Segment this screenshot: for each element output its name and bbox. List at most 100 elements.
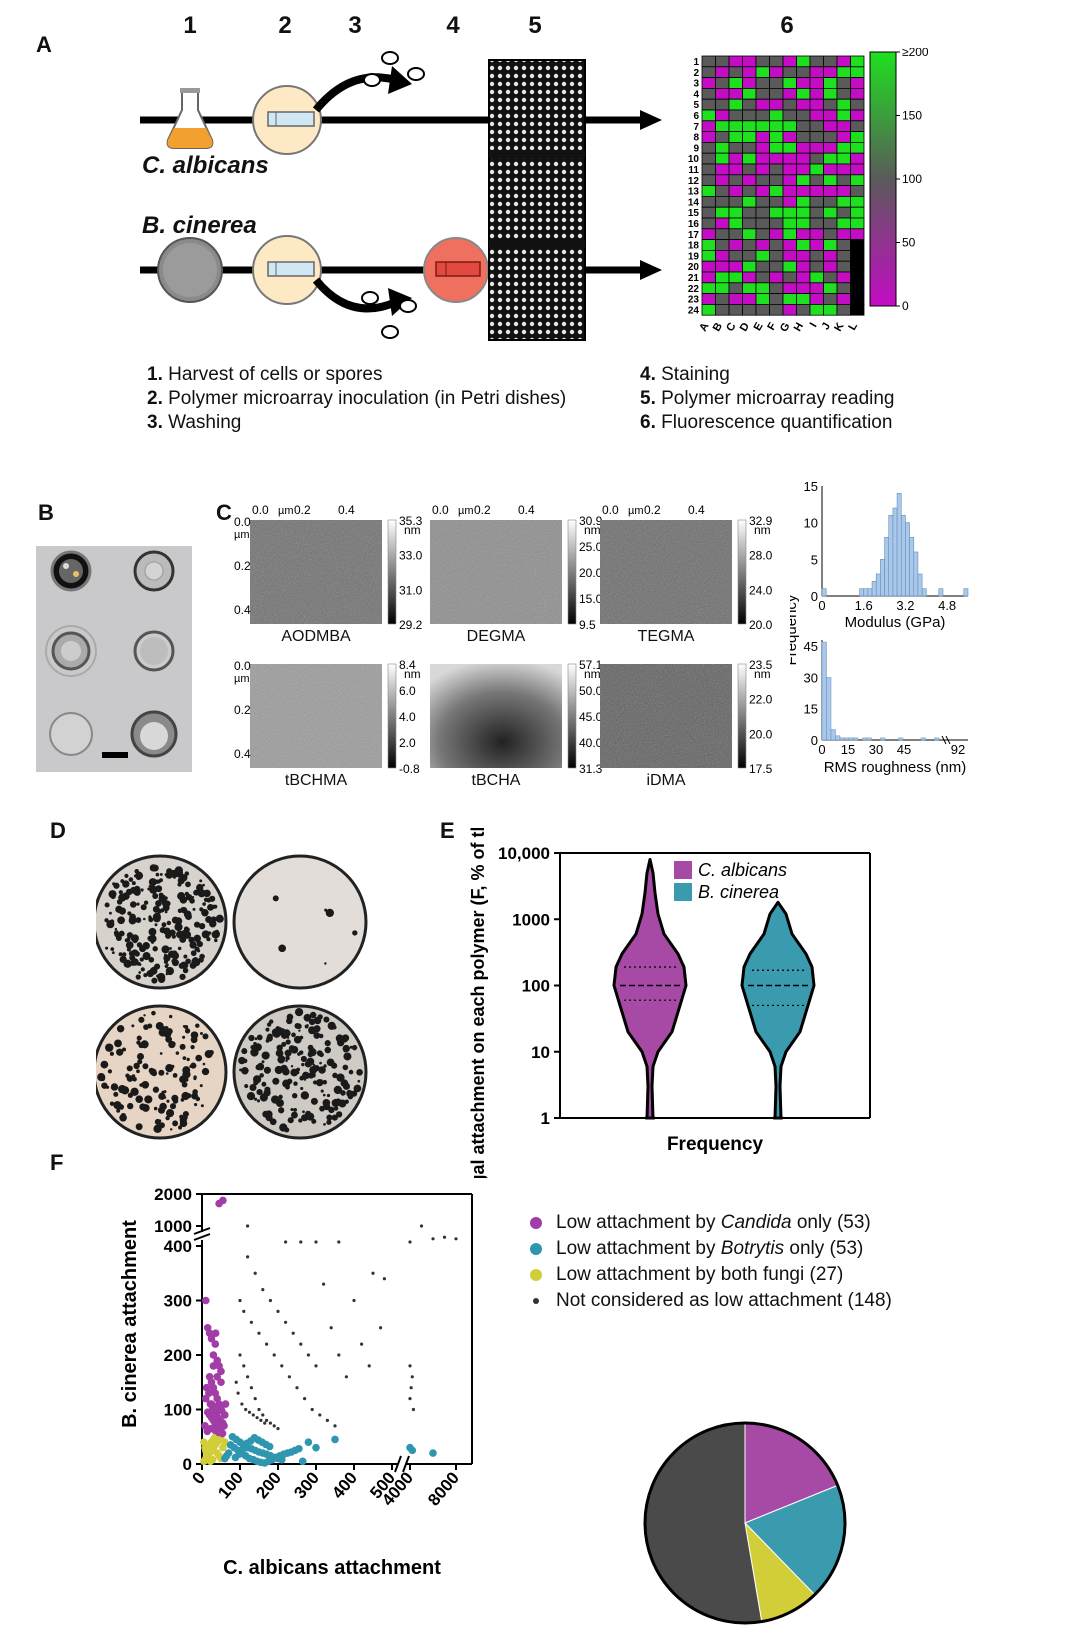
- colony-speck: [125, 941, 134, 949]
- colony-speck: [215, 914, 224, 923]
- colony-speck: [126, 1065, 133, 1072]
- colony-speck: [128, 916, 137, 925]
- colony-speck: [123, 959, 132, 968]
- heatmap-cell: [796, 109, 811, 122]
- colony-speck: [172, 1073, 178, 1078]
- colorbar-tick-label: 100: [902, 172, 922, 186]
- colony-speck: [107, 1069, 113, 1074]
- scatter-point: [246, 1375, 250, 1379]
- colorbar-tick-label: 0: [902, 299, 909, 313]
- scatter-point: [408, 1397, 412, 1401]
- heatmap-cell: [836, 88, 851, 100]
- colorbar-tick-label: 50: [902, 236, 916, 250]
- heatmap-row-label: 16: [688, 219, 700, 230]
- colony-speck: [250, 1048, 259, 1057]
- scatter-point: [221, 1438, 229, 1446]
- colony-speck: [335, 1111, 343, 1118]
- colony-speck: [135, 917, 142, 924]
- heatmap-cell: [850, 303, 865, 316]
- histogram-bar: [898, 737, 904, 741]
- colony-speck: [141, 1081, 146, 1087]
- heatmap-cell: [836, 152, 851, 165]
- colony-speck: [323, 1122, 326, 1126]
- scatter-point: [409, 1386, 413, 1390]
- colony-speck: [274, 1065, 283, 1075]
- afm-texture: [250, 520, 382, 624]
- heatmap-cell: [823, 152, 838, 165]
- scatter-point: [202, 1296, 210, 1305]
- colony-speck: [169, 950, 175, 956]
- heatmap-cell: [782, 195, 797, 208]
- heatmap-cell: [769, 120, 784, 133]
- spot-3: [45, 625, 97, 677]
- colony-speck: [306, 1024, 309, 1027]
- colony-speck: [350, 1090, 358, 1097]
- heatmap-cell: [701, 120, 716, 133]
- colony-speck: [105, 946, 109, 950]
- scatter-point: [299, 1342, 303, 1346]
- scatter-point: [367, 1364, 371, 1368]
- colony-speck: [109, 1051, 114, 1056]
- colony-speck: [342, 1037, 348, 1043]
- heatmap-cell: [728, 88, 743, 100]
- colony-speck: [352, 930, 358, 936]
- colony-speck: [180, 961, 189, 970]
- colony-speck: [323, 1064, 327, 1068]
- colony-speck: [164, 896, 168, 900]
- heatmap-cell: [782, 109, 797, 122]
- heatmap-cell: [836, 217, 851, 230]
- x-tick-label: 300: [290, 1468, 323, 1502]
- colony-speck: [275, 1049, 284, 1058]
- colony-speck: [158, 1122, 165, 1129]
- scatter-point: [360, 1342, 364, 1346]
- panel-a-workflow: [140, 51, 662, 341]
- colony-speck: [154, 923, 158, 927]
- colony-speck: [198, 922, 206, 930]
- y-tick-label: 0: [811, 589, 818, 604]
- heatmap-cell: [782, 228, 797, 241]
- afm-scale-value: 4.0: [399, 710, 416, 724]
- heatmap-cell: [742, 98, 757, 111]
- heatmap-cell: [823, 163, 838, 176]
- colony-speck: [316, 1050, 323, 1056]
- colony-speck: [182, 1110, 189, 1118]
- colony-speck: [118, 952, 123, 957]
- x-axis-label: RMS roughness (nm): [824, 759, 967, 776]
- heatmap-cell: [755, 260, 770, 273]
- heatmap-cell: [823, 120, 838, 133]
- colony-speck: [131, 1024, 135, 1028]
- heatmap-cell: [796, 282, 811, 295]
- colony-speck: [331, 1114, 338, 1121]
- heatmap-row-label: 9: [693, 143, 699, 154]
- heatmap-cell: [728, 142, 743, 154]
- y-tick-label: 30: [804, 670, 818, 685]
- colony-speck: [185, 881, 191, 888]
- colony-speck: [152, 1086, 160, 1093]
- heatmap-cell: [715, 228, 730, 241]
- heatmap-cell: [769, 88, 784, 100]
- heatmap-cell: [755, 206, 770, 219]
- scatter-point: [314, 1364, 318, 1368]
- heatmap-cell: [823, 131, 838, 143]
- heatmap-cell: [796, 77, 811, 89]
- colony-speck: [299, 1075, 305, 1081]
- heatmap-cell: [796, 217, 811, 230]
- afm-y-tick: 0.4: [234, 603, 251, 617]
- scatter-point: [442, 1235, 447, 1239]
- colony-speck: [307, 1044, 314, 1051]
- colony-speck: [208, 1049, 214, 1055]
- y-tick-label: 100: [164, 1401, 192, 1420]
- colony-speck: [256, 1099, 261, 1103]
- colony-speck: [286, 1078, 293, 1084]
- colony-speck: [161, 922, 167, 928]
- scatter-point: [454, 1237, 458, 1241]
- colony-speck: [159, 926, 166, 934]
- colony-speck: [179, 1043, 186, 1050]
- heatmap-cell: [755, 185, 770, 197]
- heatmap-cell: [715, 293, 730, 305]
- step-legend-text: Staining: [655, 364, 730, 385]
- heatmap-cell: [701, 303, 716, 316]
- heatmap-cell: [728, 303, 743, 316]
- colony-speck: [291, 1092, 298, 1099]
- colony-speck: [166, 868, 173, 875]
